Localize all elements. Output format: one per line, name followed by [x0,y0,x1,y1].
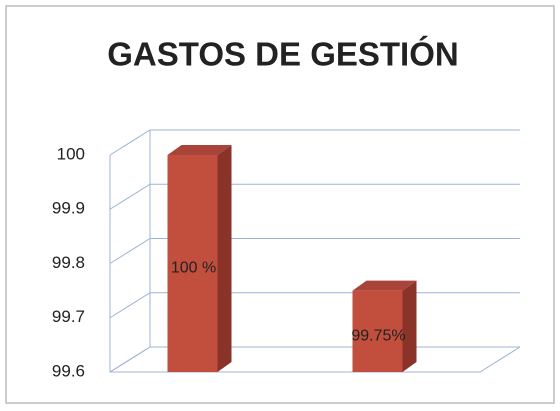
floor [110,346,521,373]
y-tick-label: 99.7 [52,307,85,326]
y-tick-label: 99.6 [52,361,85,380]
grid-line [109,183,520,210]
bar-side [402,280,417,372]
bar-top [167,145,232,155]
grid-line [109,238,520,264]
chart-frame [5,5,555,404]
y-tick-label: 99.8 [52,253,85,272]
data-label: 99.75% [351,328,405,345]
bar-top [352,280,417,291]
data-label: 100 % [171,260,216,277]
y-tick-label: 100 [57,144,85,163]
bar [352,290,403,372]
chart-title: GASTOS DE GESTIÓN [107,36,458,73]
y-tick-label: 99.9 [52,199,85,218]
grid-line [109,129,520,156]
bar [167,155,218,372]
bar-side [217,145,232,372]
